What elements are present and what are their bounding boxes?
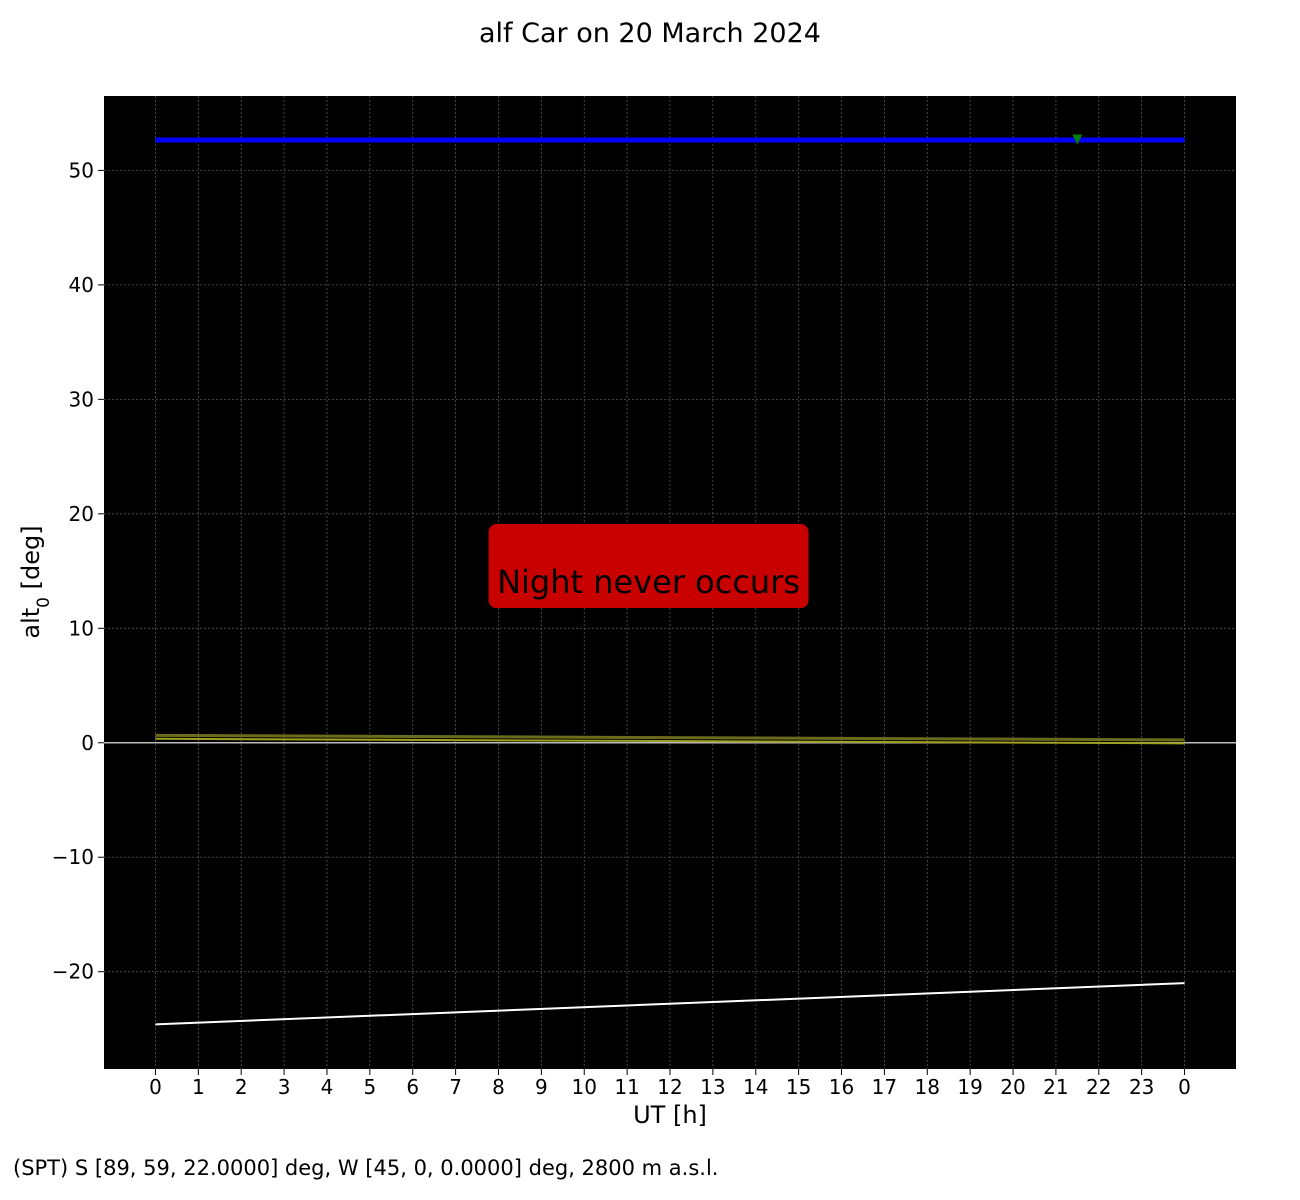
y-tick-label: 20 [69,502,94,526]
y-tick-label: 50 [69,158,94,182]
y-axis-ticks: −20 −10 0 10 20 30 40 50 [52,158,104,984]
y-tick-label: 30 [69,387,94,411]
x-tick-label: 22 [1086,1075,1111,1099]
y-tick-label: −20 [52,960,94,984]
x-tick-label: 21 [1043,1075,1068,1099]
series-lines [104,137,1236,1026]
x-tick-label: 10 [572,1075,597,1099]
series-line-3 [155,737,1185,745]
x-tick-label: 7 [449,1075,462,1099]
y-axis-label-unit: [deg] [17,525,45,597]
x-tick-label: 0 [149,1075,162,1099]
x-tick-label: 11 [614,1075,639,1099]
x-tick-label: 15 [786,1075,811,1099]
chart-title: alf Car on 20 March 2024 [479,18,821,49]
x-tick-label: 17 [872,1075,897,1099]
marker-point [1072,134,1083,145]
y-tick-label: 40 [69,273,94,297]
grid-lines [104,96,1236,1069]
y-axis-label-subscript: 0 [34,597,54,608]
x-tick-label: 0 [1178,1075,1191,1099]
x-tick-label: 5 [363,1075,376,1099]
x-tick-label: 18 [915,1075,940,1099]
x-tick-label: 20 [1000,1075,1025,1099]
x-tick-label: 3 [278,1075,291,1099]
series-line-4 [155,982,1185,1026]
x-tick-label: 4 [321,1075,334,1099]
x-tick-label: 16 [829,1075,854,1099]
night-annotation-text: Night never occurs [497,563,800,601]
night-annotation-box [488,524,809,609]
x-tick-label: 14 [743,1075,768,1099]
site-footer: (SPT) S [89, 59, 22.0000] deg, W [45, 0,… [13,1156,719,1180]
x-axis-label: UT [h] [633,1101,707,1129]
x-tick-label: 6 [406,1075,419,1099]
x-axis-ticks: 0 1 2 3 4 5 6 7 8 9 10 11 12 13 14 15 16 17 18 19 20 21 22 23 0 [149,1069,1191,1099]
x-tick-label: 2 [235,1075,248,1099]
x-tick-label: 13 [700,1075,725,1099]
night-annotation: Night never occurs [488,524,809,609]
y-tick-label: 10 [69,616,94,640]
x-tick-label: 19 [957,1075,982,1099]
x-tick-label: 9 [535,1075,548,1099]
x-tick-label: 12 [657,1075,682,1099]
y-tick-label: 0 [81,731,94,755]
series-line-2 [155,733,1185,742]
y-tick-label: −10 [52,845,94,869]
y-axis-label-main: alt [17,608,45,639]
marker [1072,134,1083,145]
x-tick-label: 1 [192,1075,205,1099]
x-tick-label: 23 [1129,1075,1154,1099]
y-axis-label: alt0 [deg] [17,525,54,638]
x-tick-label: 8 [492,1075,505,1099]
